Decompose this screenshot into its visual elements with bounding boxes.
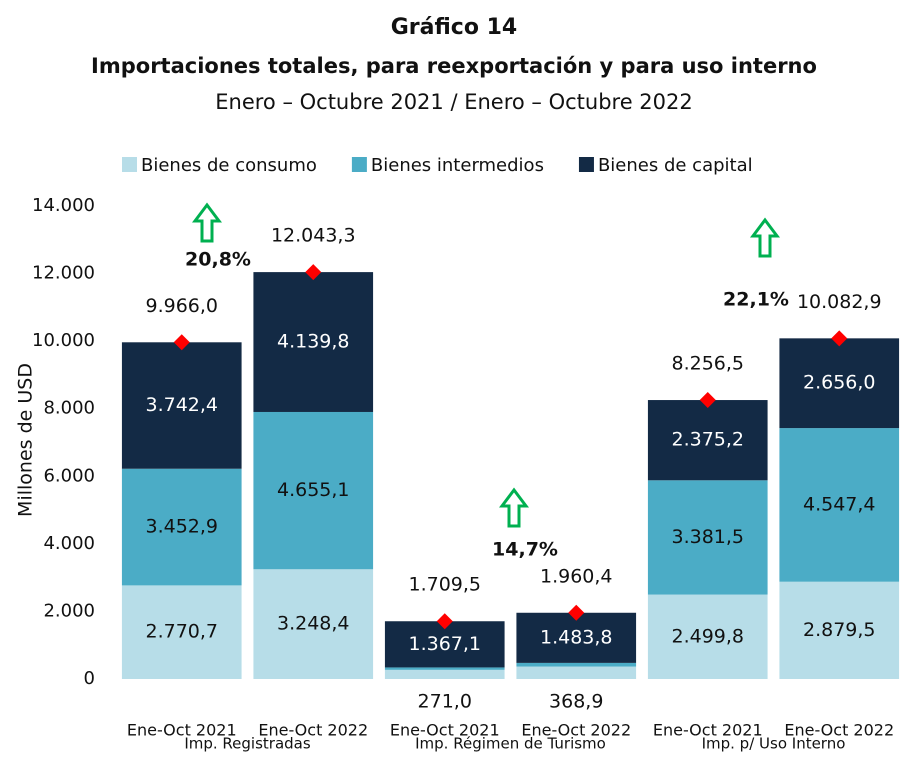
data-label: 3.248,4 [277,613,350,635]
bar-segment [779,581,900,679]
bar-segment [384,667,505,670]
total-marker [173,334,190,351]
total-marker [831,330,848,347]
total-label: 8.256,5 [671,353,744,375]
group-label: Imp. p/ Uso Interno [702,735,846,753]
data-label: 2.499,8 [671,625,744,647]
legend-swatch [122,157,137,172]
y-tick-label: 8.000 [43,398,95,419]
bar-segment [253,272,374,412]
x-tick-label: Ene-Oct 2021 [653,721,763,740]
data-label: 2.770,7 [145,621,218,643]
bar-segment [516,666,637,679]
bar-segment [253,569,374,679]
bar-segment [647,594,768,679]
data-label: 271,0 [418,691,472,713]
y-tick-label: 6.000 [43,465,95,486]
data-label: 4.655,1 [277,479,350,501]
total-label: 10.082,9 [797,291,882,313]
growth-arrow [499,487,529,528]
data-label: 3.452,9 [145,516,218,538]
growth-label: 22,1% [723,289,789,311]
data-label: 1.367,1 [408,633,481,655]
x-tick-label: Ene-Oct 2022 [784,721,894,740]
total-marker [699,392,716,409]
y-tick-label: 14.000 [32,195,95,216]
legend-label: Bienes de capital [598,155,753,176]
y-tick-label: 4.000 [43,533,95,554]
chart-subtitle: Importaciones totales, para reexportació… [91,54,817,78]
x-tick-label: Ene-Oct 2021 [390,721,500,740]
growth-label: 20,8% [185,249,251,271]
y-tick-label: 12.000 [32,263,95,284]
data-label: 3.742,4 [145,394,218,416]
y-tick-label: 0 [84,668,95,689]
x-tick-label: Ene-Oct 2021 [127,721,237,740]
growth-label: 14,7% [492,539,558,561]
y-axis-label: Millones de USD [15,363,37,517]
data-label: 2.879,5 [803,619,876,641]
x-tick-label: Ene-Oct 2022 [258,721,368,740]
chart-period: Enero – Octubre 2021 / Enero – Octubre 2… [215,90,692,114]
total-marker [568,604,585,621]
legend-swatch [351,157,367,172]
total-marker [436,613,453,630]
bar-segment [121,585,242,679]
y-tick-label: 10.000 [32,330,95,351]
group-label: Imp. Registradas [184,735,311,753]
total-label: 9.966,0 [145,295,218,317]
bar-segment [121,468,242,586]
bar-segment [384,669,505,679]
growth-arrow [192,202,222,243]
y-tick-label: 2.000 [43,600,95,621]
bar-segment [121,342,242,469]
data-label: 2.656,0 [803,372,876,394]
bar-segment [516,662,637,667]
bar-segment [647,400,768,481]
data-label: 2.375,2 [671,429,744,451]
total-label: 1.960,4 [540,565,613,587]
chart-title: Gráfico 14 [391,15,518,40]
bar-segment [516,612,637,663]
data-label: 1.483,8 [540,626,613,648]
legend-label: Bienes intermedios [371,155,544,176]
legend-swatch [578,157,594,172]
bar-segment [647,480,768,595]
data-label: 4.547,4 [803,493,876,515]
x-tick-label: Ene-Oct 2022 [521,721,631,740]
group-label: Imp. Régimen de Turismo [415,735,606,753]
data-label: 4.139,8 [277,331,350,353]
legend-label: Bienes de consumo [141,155,317,176]
bar-segment [253,411,374,570]
growth-arrow [750,217,780,258]
data-label: 3.381,5 [671,526,744,548]
data-label: 368,9 [549,691,603,713]
total-label: 1.709,5 [408,574,481,596]
total-marker [305,264,322,281]
bar-segment [779,338,900,429]
total-label: 12.043,3 [271,225,356,247]
bar-segment [779,428,900,582]
